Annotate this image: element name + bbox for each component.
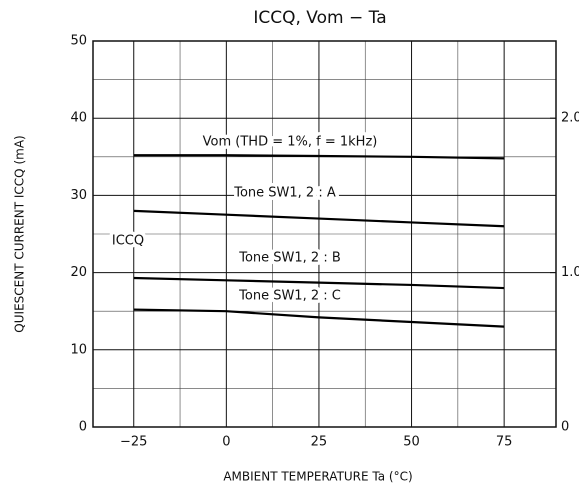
y-tick-label: 30: [70, 188, 87, 203]
y2-tick-label: 2.0: [561, 111, 579, 126]
y2-tick-label: 1.0: [561, 265, 579, 280]
y-tick-label: 50: [70, 34, 87, 49]
series-line: [133, 209, 505, 228]
series-label: Tone SW1, 2 : B: [238, 251, 341, 266]
plot-frame: [92, 40, 557, 428]
series-line: [133, 308, 505, 328]
y-tick-label: 10: [70, 342, 87, 357]
chart-title: ICCQ, Vom − Ta: [253, 8, 386, 28]
x-tick-label: 25: [311, 435, 328, 450]
annotation: ICCQ: [112, 234, 144, 249]
x-axis-label: AMBIENT TEMPERATURE Ta (°C): [223, 470, 412, 484]
y-tick-label: 20: [70, 265, 87, 280]
x-tick-label: −25: [120, 435, 147, 450]
y2-tick-label: 0: [561, 420, 569, 435]
y-tick-label: 40: [70, 111, 87, 126]
y-axis-label: QUIESCENT CURRENT ICCQ (mA): [13, 135, 27, 332]
y-tick-label: 0: [79, 420, 87, 435]
series-label: Tone SW1, 2 : C: [238, 289, 341, 304]
x-tick-label: 50: [403, 435, 420, 450]
series-label: Tone SW1, 2 : A: [233, 186, 336, 201]
series-line: [133, 276, 505, 290]
x-tick-label: 0: [222, 435, 230, 450]
series-label: Vom (THD = 1%, f = 1kHz): [203, 135, 378, 150]
series-line: [133, 154, 505, 160]
x-tick-label: 75: [496, 435, 513, 450]
